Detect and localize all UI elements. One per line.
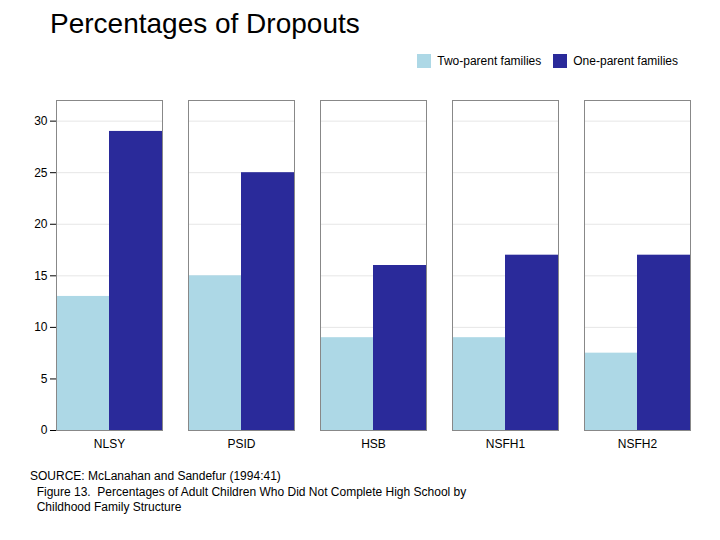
svg-text:NSFH2: NSFH2 bbox=[618, 437, 658, 451]
svg-text:HSB: HSB bbox=[361, 437, 386, 451]
html-text:SOURCE: McLanahan and Sandefur: SOURCE: McLanahan and Sandefur (1994:41)… bbox=[30, 469, 467, 515]
svg-text:10: 10 bbox=[34, 320, 48, 334]
svg-text:20: 20 bbox=[34, 217, 48, 231]
svg-text:25: 25 bbox=[34, 166, 48, 180]
svg-text:30: 30 bbox=[34, 114, 48, 128]
svg-text:PSID: PSID bbox=[227, 437, 255, 451]
svg-text:15: 15 bbox=[34, 269, 48, 283]
svg-text:NSFH1: NSFH1 bbox=[486, 437, 526, 451]
svg-text:0: 0 bbox=[41, 423, 48, 437]
svg-text:NLSY: NLSY bbox=[94, 437, 125, 451]
svg-text:5: 5 bbox=[41, 372, 48, 386]
html-text:One-parent families: One-parent families bbox=[573, 53, 678, 68]
html-text:Two-parent families: Two-parent families bbox=[437, 53, 542, 68]
html-text:Percentages of Dropouts: Percentages of Dropouts bbox=[50, 8, 360, 39]
